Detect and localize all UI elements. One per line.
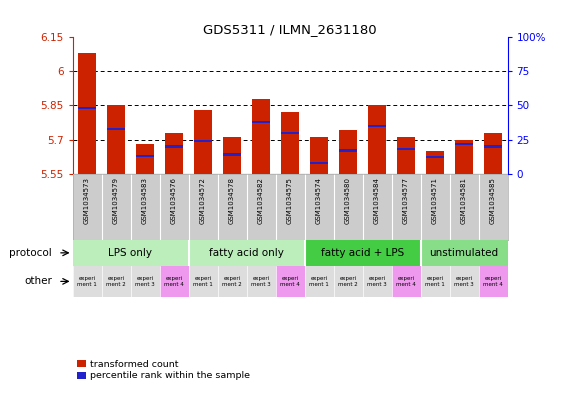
Text: experi
ment 1: experi ment 1 (193, 276, 213, 286)
Text: fatty acid only: fatty acid only (209, 248, 284, 258)
Bar (362, 266, 392, 297)
Bar (310, 162, 328, 164)
Bar (339, 149, 357, 152)
Bar (426, 151, 444, 174)
Text: other: other (24, 276, 52, 286)
Text: experi
ment 4: experi ment 4 (483, 276, 503, 286)
Bar (455, 143, 473, 145)
Bar (223, 153, 241, 156)
Text: experi
ment 2: experi ment 2 (338, 276, 358, 286)
Bar (246, 266, 276, 297)
Text: fatty acid + LPS: fatty acid + LPS (321, 248, 404, 258)
Bar (78, 53, 96, 174)
Text: experi
ment 4: experi ment 4 (280, 276, 300, 286)
Text: GSM1034581: GSM1034581 (461, 177, 467, 224)
Text: experi
ment 4: experi ment 4 (164, 276, 184, 286)
Bar (304, 240, 420, 266)
Bar (455, 140, 473, 174)
Bar (165, 133, 183, 174)
Text: experi
ment 1: experi ment 1 (77, 276, 97, 286)
Bar (281, 112, 299, 174)
Text: GSM1034575: GSM1034575 (287, 177, 293, 224)
Bar (78, 107, 96, 109)
Bar (223, 137, 241, 174)
Text: experi
ment 2: experi ment 2 (106, 276, 126, 286)
Bar (392, 266, 420, 297)
Text: GSM1034573: GSM1034573 (84, 177, 90, 224)
Bar (107, 127, 125, 130)
Text: GSM1034580: GSM1034580 (345, 177, 351, 224)
Bar (484, 133, 502, 174)
Legend: transformed count, percentile rank within the sample: transformed count, percentile rank withi… (77, 360, 251, 380)
Bar (252, 121, 270, 123)
Text: GSM1034582: GSM1034582 (258, 177, 264, 224)
Bar (339, 130, 357, 174)
Text: GSM1034584: GSM1034584 (374, 177, 380, 224)
Bar (107, 105, 125, 174)
Bar (368, 105, 386, 174)
Bar (188, 266, 218, 297)
Text: GSM1034574: GSM1034574 (316, 177, 322, 224)
Bar (397, 137, 415, 174)
Text: experi
ment 2: experi ment 2 (222, 276, 242, 286)
Bar (304, 266, 333, 297)
Bar (218, 266, 246, 297)
Bar (484, 145, 502, 147)
Bar (310, 137, 328, 174)
Bar (102, 266, 130, 297)
Text: experi
ment 1: experi ment 1 (425, 276, 445, 286)
Text: experi
ment 4: experi ment 4 (396, 276, 416, 286)
Bar (136, 155, 154, 157)
Bar (368, 125, 386, 127)
Bar (194, 140, 212, 142)
Bar (334, 266, 362, 297)
Text: experi
ment 3: experi ment 3 (135, 276, 155, 286)
Text: GSM1034577: GSM1034577 (403, 177, 409, 224)
Bar (194, 110, 212, 174)
Text: LPS only: LPS only (108, 248, 153, 258)
Bar (420, 240, 508, 266)
Text: GSM1034571: GSM1034571 (432, 177, 438, 224)
Text: experi
ment 1: experi ment 1 (309, 276, 329, 286)
Text: experi
ment 3: experi ment 3 (367, 276, 387, 286)
Bar (397, 148, 415, 150)
Bar (72, 266, 102, 297)
Bar (136, 144, 154, 174)
Bar (478, 266, 508, 297)
Bar (188, 240, 304, 266)
Bar (450, 266, 478, 297)
Bar (426, 156, 444, 158)
Text: experi
ment 3: experi ment 3 (251, 276, 271, 286)
Text: GSM1034578: GSM1034578 (229, 177, 235, 224)
Text: GSM1034572: GSM1034572 (200, 177, 206, 224)
Bar (165, 145, 183, 147)
Text: unstimulated: unstimulated (429, 248, 499, 258)
Bar (130, 266, 160, 297)
Text: experi
ment 3: experi ment 3 (454, 276, 474, 286)
Bar (160, 266, 188, 297)
Text: GSM1034585: GSM1034585 (490, 177, 496, 224)
Title: GDS5311 / ILMN_2631180: GDS5311 / ILMN_2631180 (203, 23, 377, 36)
Bar (420, 266, 450, 297)
Text: GSM1034583: GSM1034583 (142, 177, 148, 224)
Bar (252, 99, 270, 174)
Bar (276, 266, 304, 297)
Text: GSM1034576: GSM1034576 (171, 177, 177, 224)
Text: protocol: protocol (9, 248, 52, 258)
Bar (281, 132, 299, 134)
Bar (72, 240, 188, 266)
Text: GSM1034579: GSM1034579 (113, 177, 119, 224)
